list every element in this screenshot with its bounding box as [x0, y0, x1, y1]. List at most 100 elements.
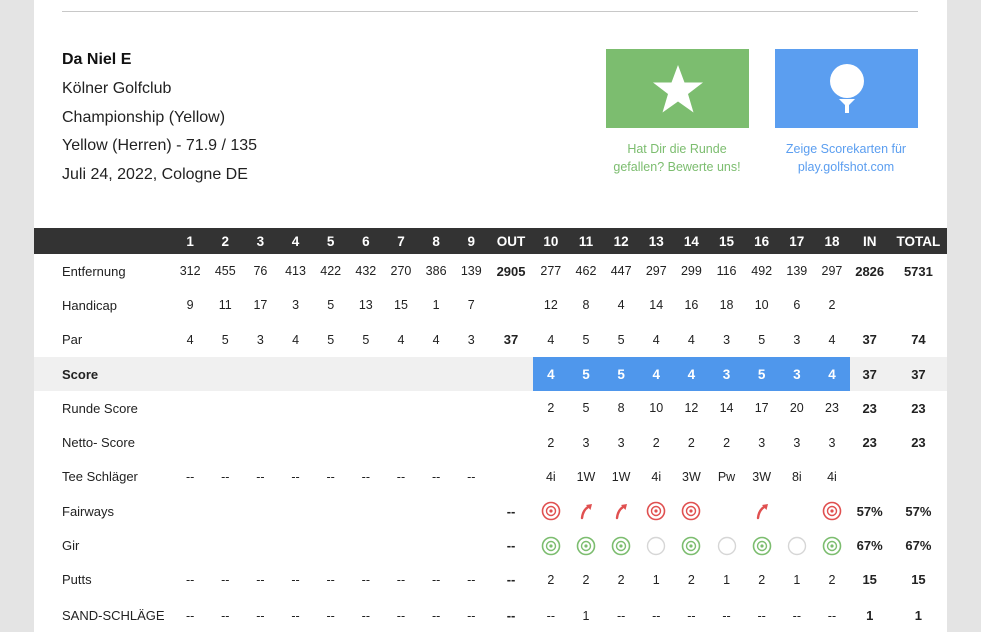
- score-cell: 5: [744, 356, 780, 392]
- score-cell: [173, 391, 208, 425]
- score-cell: --: [506, 503, 516, 519]
- score-cell: 12: [684, 401, 699, 416]
- score-cell: [208, 528, 243, 562]
- score-cell: 37: [862, 366, 877, 382]
- score-cell: [313, 528, 348, 562]
- score-cell: 1: [914, 608, 923, 624]
- score-cell: 23: [862, 400, 877, 416]
- score-cell: [744, 494, 779, 528]
- score-cell: --: [396, 608, 406, 623]
- score-cell: [850, 460, 890, 494]
- score-cell: 1: [432, 298, 440, 313]
- score-cell: --: [361, 572, 370, 587]
- score-cell: --: [256, 608, 265, 623]
- score-cell: 23: [911, 435, 926, 451]
- score-cell: 4: [533, 356, 569, 392]
- score-cell: [208, 357, 243, 391]
- score-cell: --: [326, 469, 335, 484]
- score-cell: 2: [547, 572, 555, 587]
- score-cell: [348, 425, 383, 459]
- course-name: Championship (Yellow): [62, 108, 226, 126]
- score-cell: [779, 528, 814, 562]
- score-cell: [419, 425, 454, 459]
- score-cell: 139: [786, 264, 808, 279]
- score-cell: --: [616, 608, 626, 623]
- score-cell: [890, 460, 947, 494]
- score-cell: 2826: [855, 263, 885, 279]
- score-cell: [208, 494, 243, 528]
- score-cell: [604, 528, 639, 562]
- score-cell: --: [221, 608, 230, 623]
- score-cell: --: [291, 572, 300, 587]
- scorecard-row: Netto- Score 2 3 3 2 2 2 3 3 3 23 23: [34, 425, 947, 459]
- score-cell: 4: [617, 298, 625, 313]
- score-cell: 4: [673, 356, 709, 392]
- score-cell: 37: [862, 332, 877, 348]
- scorecard-row: Handicap 9 11 17 3 5 13 15 1 7 12 8 4 14 16 18 10 6 2: [34, 288, 947, 322]
- scorecard-row: Gir -- 67% 67%: [34, 528, 947, 562]
- score-cell: [383, 528, 418, 562]
- row-label: Runde Score: [62, 400, 138, 416]
- header-cell: 14: [683, 233, 699, 249]
- scorecard-row: SAND-SCHLÄGE -- -- -- -- -- -- -- -- -- -- -- 1 -- -- -…: [34, 597, 947, 632]
- score-cell: [454, 425, 489, 459]
- round-date: Juli 24, 2022, Cologne DE: [62, 165, 248, 183]
- round-info: Da Niel E Kölner Golfclub Championship (…: [62, 48, 257, 190]
- score-cell: [173, 425, 208, 459]
- score-cell: [383, 425, 418, 459]
- score-cell: 4: [814, 356, 850, 392]
- score-cell: 297: [645, 264, 667, 279]
- score-cell: 139: [460, 264, 482, 279]
- score-cell: 3: [708, 356, 745, 392]
- rate-round-caption[interactable]: Hat Dir die Runde gefallen? Bewerte uns!: [613, 142, 741, 174]
- score-cell: --: [467, 469, 476, 484]
- score-cell: [243, 425, 278, 459]
- score-cell: [383, 357, 418, 391]
- score-cell: [454, 357, 489, 391]
- score-cell: 4i: [827, 469, 837, 484]
- score-cell: 4: [687, 332, 695, 347]
- green-target-icon: [611, 536, 631, 555]
- scorecard-row: Fairways -- 57% 57%: [34, 494, 947, 528]
- score-cell: 57%: [905, 503, 932, 519]
- scorecard-row: Entfernung 312 455 76 413 422 432 270 386 139 2905…: [34, 254, 947, 288]
- score-cell: [709, 494, 744, 528]
- score-cell: [313, 391, 348, 425]
- score-cell: 37: [911, 366, 926, 382]
- score-cell: 15: [911, 572, 926, 588]
- score-cell: [313, 425, 348, 459]
- score-cell: --: [396, 469, 406, 484]
- score-cell: 432: [355, 264, 377, 279]
- rate-round-button[interactable]: [606, 49, 749, 128]
- score-cell: 4: [547, 332, 555, 347]
- score-cell: 299: [680, 264, 702, 279]
- score-cell: 4: [292, 332, 300, 347]
- show-scorecards-caption[interactable]: Zeige Scorekarten für play.golfshot.com: [785, 142, 907, 174]
- score-cell: 5: [582, 332, 590, 347]
- score-cell: 312: [179, 264, 201, 279]
- score-cell: 1: [723, 572, 731, 587]
- score-cell: [313, 494, 348, 528]
- score-cell: 422: [320, 264, 342, 279]
- score-cell: 3: [828, 435, 836, 450]
- score-cell: [383, 391, 418, 425]
- header-cell: 17: [789, 233, 805, 249]
- score-cell: 14: [649, 298, 664, 313]
- score-cell: [454, 494, 489, 528]
- score-cell: [243, 528, 278, 562]
- score-cell: 10: [754, 298, 769, 313]
- score-cell: 3: [793, 435, 801, 450]
- score-cell: 15: [394, 298, 408, 313]
- score-cell: --: [185, 572, 195, 587]
- score-cell: --: [431, 469, 441, 484]
- row-label: Tee Schläger: [62, 469, 138, 485]
- scorecard-row: Runde Score 2 5 8 10 12 14 17 20 23 23 23: [34, 391, 947, 425]
- score-cell: [208, 425, 243, 459]
- score-cell: Pw: [717, 469, 736, 484]
- score-cell: [533, 528, 568, 562]
- player-name: Da Niel E: [62, 51, 132, 68]
- show-scorecards-button[interactable]: [775, 49, 918, 128]
- score-cell: [744, 528, 779, 562]
- score-cell: --: [361, 608, 370, 623]
- score-cell: 2: [617, 572, 625, 587]
